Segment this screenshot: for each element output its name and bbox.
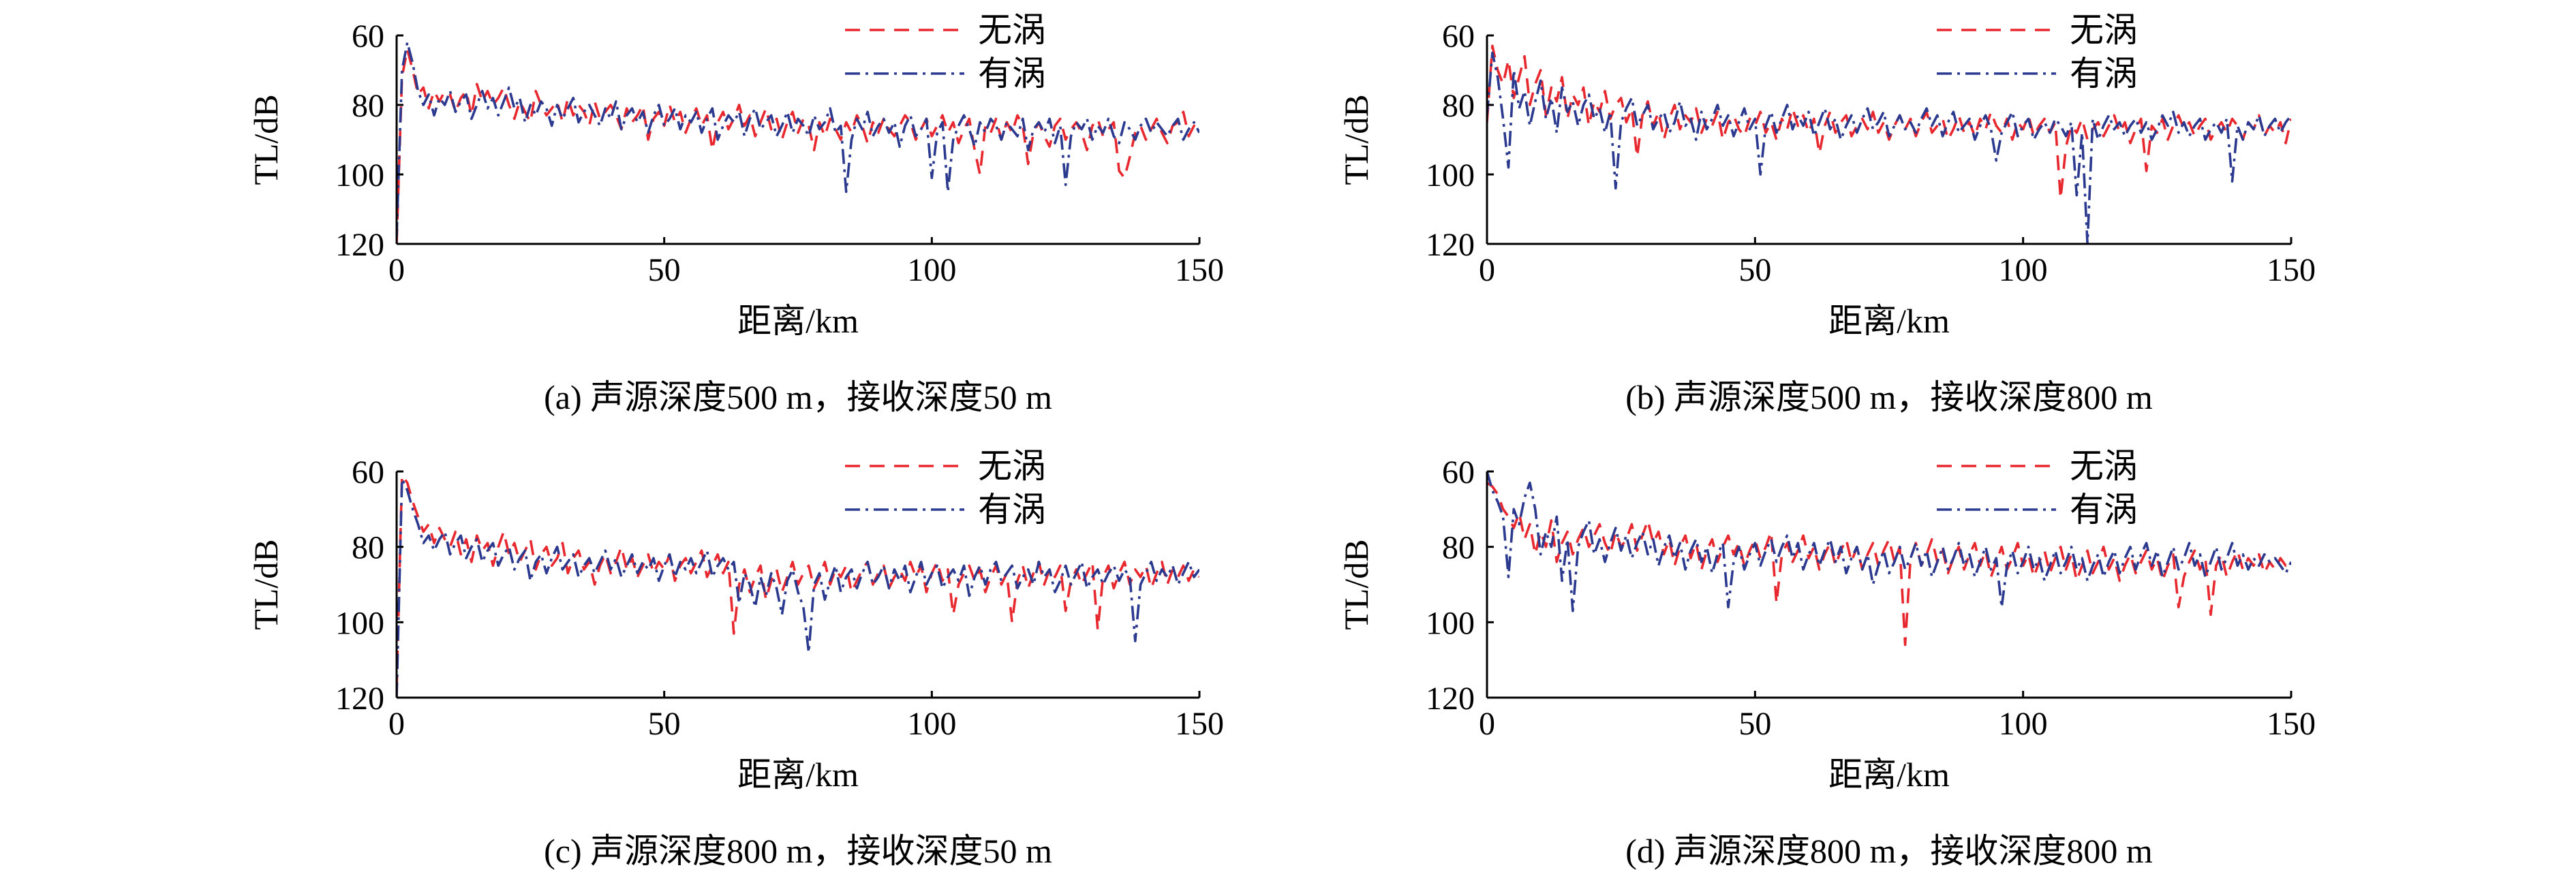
series-line-eddy xyxy=(1487,471,2291,612)
x-tick-label: 0 xyxy=(1479,252,1495,288)
x-tick-label: 0 xyxy=(388,706,405,742)
subplot-caption: (d) 声源深度800 m，接收深度800 m xyxy=(1625,832,2153,870)
x-tick-label: 150 xyxy=(2267,252,2316,288)
x-tick-label: 0 xyxy=(1479,706,1495,742)
x-axis-label: 距离/km xyxy=(1828,756,1950,794)
chart-panel-c: 0 50 100 150 60 80 100 120 TL/dB 距离/km (c) 声源深度800… xyxy=(247,447,1224,870)
y-tick-label: 120 xyxy=(335,227,384,263)
x-tick-label: 50 xyxy=(1738,252,1771,288)
y-tick-label: 60 xyxy=(1442,454,1475,491)
legend-label-no-eddy: 无涡 xyxy=(978,447,1046,485)
chart-panel-a: 0 50 100 150 60 80 100 120 TL/dB 距离/km (a) 声源深度500… xyxy=(247,11,1224,416)
x-axis-label: 距离/km xyxy=(1828,302,1950,340)
x-axis-label: 距离/km xyxy=(737,302,859,340)
subplot-caption: (a) 声源深度500 m，接收深度50 m xyxy=(544,378,1052,416)
x-tick-label: 50 xyxy=(648,706,681,742)
x-tick-label: 150 xyxy=(1175,706,1224,742)
y-axis-label: TL/dB xyxy=(1337,94,1375,185)
series-line-no-eddy xyxy=(397,473,1199,690)
x-tick-label: 0 xyxy=(388,252,405,288)
legend-label-no-eddy: 无涡 xyxy=(978,11,1046,49)
legend-label-no-eddy: 无涡 xyxy=(2070,447,2138,485)
legend-label-eddy: 有涡 xyxy=(978,55,1046,93)
x-tick-label: 100 xyxy=(907,252,956,288)
series-line-eddy xyxy=(1487,51,2291,244)
y-tick-label: 100 xyxy=(335,605,384,641)
x-tick-label: 150 xyxy=(1175,252,1224,288)
y-axis-label: TL/dB xyxy=(1337,539,1375,630)
subplot-caption: (c) 声源深度800 m，接收深度50 m xyxy=(544,832,1052,870)
series-line-no-eddy xyxy=(397,48,1199,244)
y-axis-label: TL/dB xyxy=(247,94,285,185)
x-tick-label: 100 xyxy=(1999,252,2048,288)
legend-label-eddy: 有涡 xyxy=(2070,55,2138,93)
x-tick-label: 100 xyxy=(1999,706,2048,742)
x-tick-label: 50 xyxy=(648,252,681,288)
series-line-eddy xyxy=(397,478,1199,698)
chart-panel-b: 0 50 100 150 60 80 100 120 TL/dB 距离/km (b) 声源深度500… xyxy=(1337,11,2316,416)
y-tick-label: 60 xyxy=(352,454,384,491)
y-tick-label: 80 xyxy=(352,88,384,124)
y-tick-label: 80 xyxy=(1442,530,1475,566)
y-tick-label: 100 xyxy=(1426,157,1475,193)
x-tick-label: 100 xyxy=(907,706,956,742)
x-tick-label: 150 xyxy=(2267,706,2316,742)
chart-panel-d: 0 50 100 150 60 80 100 120 TL/dB 距离/km (d) 声源深度800… xyxy=(1337,447,2316,870)
series-line-eddy xyxy=(397,41,1199,237)
y-tick-label: 100 xyxy=(335,157,384,193)
y-tick-label: 80 xyxy=(1442,88,1475,124)
subplot-caption: (b) 声源深度500 m，接收深度800 m xyxy=(1625,378,2153,416)
series-line-no-eddy xyxy=(1487,482,2291,647)
x-tick-label: 50 xyxy=(1738,706,1771,742)
y-tick-label: 120 xyxy=(1426,227,1475,263)
series-line-no-eddy xyxy=(1487,44,2291,200)
legend-label-eddy: 有涡 xyxy=(2070,491,2138,529)
x-axis-label: 距离/km xyxy=(737,756,859,794)
legend-label-no-eddy: 无涡 xyxy=(2070,11,2138,49)
y-axis-label: TL/dB xyxy=(247,539,285,630)
legend-label-eddy: 有涡 xyxy=(978,491,1046,529)
y-tick-label: 120 xyxy=(335,681,384,717)
y-tick-label: 60 xyxy=(1442,18,1475,55)
y-tick-label: 100 xyxy=(1426,605,1475,641)
y-tick-label: 60 xyxy=(352,18,384,55)
y-tick-label: 80 xyxy=(352,530,384,566)
y-tick-label: 120 xyxy=(1426,681,1475,717)
